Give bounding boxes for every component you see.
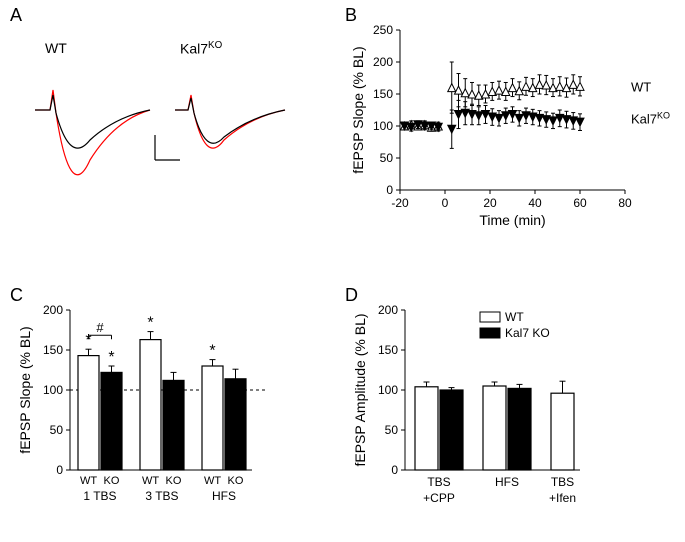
panel-b: B 050100150200250-20020406080Time (min)f… (345, 5, 675, 245)
panel-b-chart: 050100150200250-20020406080Time (min)fEP… (345, 5, 675, 245)
svg-text:0: 0 (391, 463, 398, 477)
svg-text:0: 0 (442, 196, 449, 210)
scale-bar (155, 135, 180, 160)
svg-text:60: 60 (573, 196, 587, 210)
svg-text:3 TBS: 3 TBS (145, 489, 178, 503)
svg-text:100: 100 (43, 383, 63, 397)
svg-text:#: # (96, 320, 104, 335)
svg-text:40: 40 (528, 196, 542, 210)
panel-a: A WT Kal7KO (10, 5, 330, 235)
svg-text:100: 100 (378, 383, 398, 397)
svg-text:fEPSP Amplitude (% BL): fEPSP Amplitude (% BL) (352, 313, 368, 466)
svg-text:250: 250 (373, 23, 393, 37)
svg-text:80: 80 (618, 196, 632, 210)
svg-text:0: 0 (386, 183, 393, 197)
svg-text:1 TBS: 1 TBS (83, 489, 116, 503)
svg-text:100: 100 (373, 119, 393, 133)
svg-text:Time (min): Time (min) (479, 212, 545, 228)
svg-text:20: 20 (483, 196, 497, 210)
panel-c-chart: 050100150200fEPSP Slope (% BL)****#WTKOW… (10, 285, 330, 535)
svg-text:TBS: TBS (427, 475, 450, 489)
svg-text:150: 150 (373, 87, 393, 101)
svg-text:WT: WT (505, 310, 524, 324)
svg-text:0: 0 (56, 463, 63, 477)
panel-d-chart: 0 50 100 150 200 fEPSP Amplitude (% BL) WT Kal7… (345, 285, 675, 535)
svg-text:Kal7KO: Kal7KO (631, 111, 670, 127)
svg-text:HFS: HFS (495, 475, 519, 489)
svg-text:Kal7 KO: Kal7 KO (505, 326, 550, 340)
svg-text:TBS: TBS (551, 475, 574, 489)
svg-text:50: 50 (50, 423, 64, 437)
svg-text:200: 200 (373, 55, 393, 69)
svg-text:*: * (209, 343, 215, 360)
svg-text:fEPSP Slope (% BL): fEPSP Slope (% BL) (350, 46, 366, 173)
svg-text:150: 150 (378, 343, 398, 357)
svg-text:KO: KO (228, 475, 244, 487)
svg-text:KO: KO (166, 475, 182, 487)
svg-text:HFS: HFS (212, 489, 236, 503)
svg-text:fEPSP Slope (% BL): fEPSP Slope (% BL) (17, 326, 33, 453)
svg-text:-20: -20 (391, 196, 409, 210)
svg-text:200: 200 (43, 303, 63, 317)
svg-text:WT: WT (631, 80, 651, 95)
svg-text:+Ifen: +Ifen (549, 491, 576, 505)
panel-d: D 050100150200fEPSP Amplitude (% BL)WTKa… (345, 285, 675, 535)
svg-text:WT: WT (80, 475, 97, 487)
svg-text:50: 50 (385, 423, 399, 437)
svg-text:*: * (147, 315, 153, 332)
svg-text:KO: KO (104, 475, 120, 487)
svg-text:+CPP: +CPP (423, 491, 455, 505)
svg-text:*: * (108, 349, 114, 366)
panel-a-label: A (10, 5, 22, 26)
svg-text:150: 150 (43, 343, 63, 357)
panel-a-traces (10, 25, 330, 225)
panel-c: C 050100150200fEPSP Slope (% BL)****#WTK… (10, 285, 330, 535)
svg-text:WT: WT (204, 475, 221, 487)
svg-text:200: 200 (378, 303, 398, 317)
svg-text:50: 50 (380, 151, 394, 165)
svg-text:WT: WT (142, 475, 159, 487)
